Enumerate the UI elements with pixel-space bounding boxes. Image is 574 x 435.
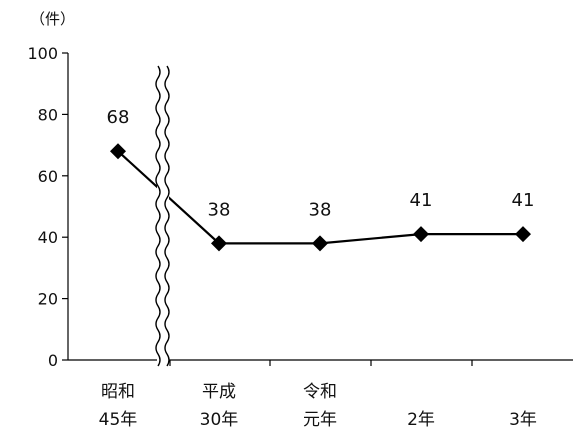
axis-break-gap (157, 66, 169, 366)
data-labels: 68 38 38 41 41 (107, 107, 535, 220)
y-tick-label: 0 (48, 351, 58, 370)
x-tick-label: 平成 (202, 382, 236, 402)
x-tick-label: 2年 (407, 410, 435, 430)
data-label: 41 (512, 190, 535, 211)
data-point-marker (413, 226, 429, 243)
y-unit-label: （件） (30, 10, 75, 28)
y-tick-label: 60 (38, 167, 58, 186)
data-point-marker (110, 143, 126, 160)
y-tick-labels: 0 20 40 60 80 100 (27, 44, 68, 370)
data-label: 41 (410, 190, 433, 211)
x-tick-label: 30年 (200, 410, 239, 430)
axis-break-line (164, 65, 170, 367)
y-tick-label: 20 (38, 290, 58, 309)
data-label: 68 (107, 107, 130, 128)
series-path (117, 150, 523, 245)
y-tick-label: 100 (27, 44, 58, 63)
series-line (110, 143, 531, 252)
x-tick-label: 令和 (303, 382, 337, 402)
data-label: 38 (208, 199, 231, 220)
x-tick-label: 45年 (99, 410, 138, 430)
x-tick-label: 3年 (509, 410, 537, 430)
data-label: 38 (309, 199, 332, 220)
axes (67, 53, 573, 366)
y-tick-label: 40 (38, 228, 58, 247)
data-point-marker (515, 226, 531, 243)
x-tick-label: 元年 (303, 410, 337, 430)
axis-break-line (155, 65, 161, 367)
axis-break-symbol (155, 65, 170, 367)
data-point-marker (211, 235, 227, 252)
x-tick-label: 昭和 (101, 382, 135, 402)
y-tick-label: 80 (38, 105, 58, 124)
data-point-marker (312, 235, 328, 252)
